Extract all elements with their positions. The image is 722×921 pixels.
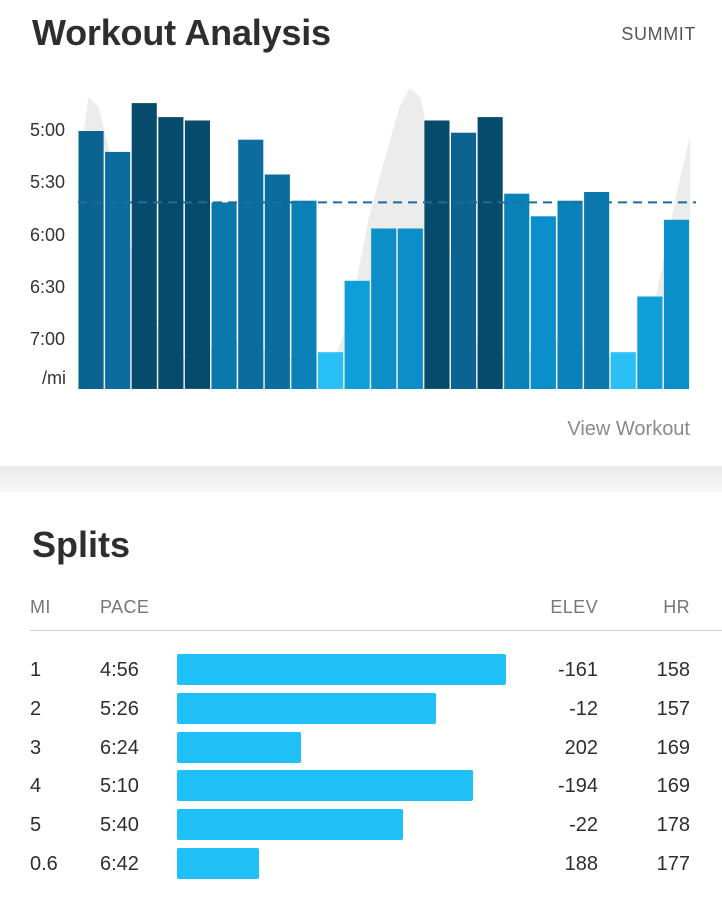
col-header-pace: PACE — [100, 597, 150, 617]
pace-bar — [663, 219, 689, 389]
split-pace: 5:40 — [100, 814, 139, 837]
pace-bar — [610, 352, 636, 389]
section-divider — [0, 466, 722, 492]
split-elevation: 202 — [564, 736, 598, 759]
split-pace-bar — [177, 731, 301, 763]
split-pace-bar — [177, 692, 436, 724]
split-row[interactable]: 0.6 6:42 188 177 — [0, 847, 722, 883]
col-header-hr: HR — [663, 597, 690, 617]
split-row[interactable]: 4 5:10 -194 169 — [0, 769, 722, 805]
split-mile: 3 — [30, 736, 42, 759]
pace-bar — [530, 216, 556, 389]
pace-bar — [211, 202, 237, 389]
y-tick-label: 5:30 — [30, 172, 66, 193]
pace-bar — [584, 192, 610, 389]
pace-bar — [371, 228, 397, 389]
pace-bar — [238, 139, 264, 389]
pace-bar — [477, 117, 503, 389]
split-heart-rate: 157 — [656, 697, 690, 720]
header-divider — [30, 630, 722, 631]
split-elevation: -194 — [557, 775, 598, 798]
split-pace: 6:24 — [100, 736, 139, 759]
pace-bar — [504, 193, 530, 389]
split-elevation: 188 — [564, 853, 598, 875]
y-tick-label: 5:00 — [30, 120, 66, 140]
page-title: Workout Analysis — [32, 12, 331, 53]
split-mile: 4 — [30, 775, 42, 798]
split-pace: 5:10 — [100, 775, 139, 798]
split-pace-bar — [177, 770, 473, 802]
split-heart-rate: 169 — [656, 775, 690, 798]
split-mile: 2 — [30, 697, 42, 720]
pace-bar — [451, 132, 477, 389]
split-elevation: -12 — [569, 697, 598, 720]
split-pace: 6:42 — [100, 853, 139, 875]
y-tick-label: 6:30 — [30, 276, 66, 297]
workout-analysis-section: Workout Analysis SUMMIT 5:00 5:30 6:00 6:30… — [30, 12, 696, 440]
pace-bar — [78, 131, 104, 389]
split-pace: 5:26 — [100, 697, 139, 720]
pace-bar — [424, 120, 450, 389]
col-header-mi: MI — [30, 597, 51, 617]
split-row[interactable]: 3 6:24 202 169 — [0, 731, 722, 767]
pace-bar — [637, 296, 663, 389]
split-mile: 5 — [30, 814, 42, 837]
split-mile: 0.6 — [30, 853, 58, 875]
split-row[interactable]: 5 5:40 -22 178 — [0, 808, 722, 844]
y-tick-label: 6:00 — [30, 224, 66, 245]
pace-bar — [318, 352, 344, 389]
pace-bar — [557, 200, 583, 389]
split-pace-bar — [177, 654, 506, 685]
pace-bar — [397, 228, 423, 389]
split-elevation: -161 — [557, 659, 598, 681]
activity-type-label: SUMMIT — [621, 24, 696, 44]
pace-bar — [131, 103, 157, 389]
split-mile: 1 — [30, 659, 42, 681]
split-heart-rate: 177 — [656, 853, 690, 875]
y-unit-label: /mi — [42, 368, 66, 388]
pace-bar — [184, 120, 210, 389]
split-pace-bar — [177, 848, 259, 879]
splits-title: Splits — [32, 524, 131, 565]
pace-chart — [78, 88, 696, 389]
split-heart-rate: 169 — [656, 736, 690, 759]
view-workout-link[interactable]: View Workout — [567, 418, 690, 440]
split-pace-bar — [177, 809, 403, 841]
pace-bar — [105, 151, 131, 389]
split-pace: 4:56 — [100, 659, 139, 681]
pace-bar — [158, 117, 184, 389]
y-tick-label: 7:00 — [30, 329, 66, 349]
col-header-elev: ELEV — [550, 597, 598, 617]
split-heart-rate: 178 — [656, 814, 690, 837]
pace-bar — [344, 280, 370, 389]
split-elevation: -22 — [569, 814, 598, 837]
split-heart-rate: 158 — [656, 659, 690, 681]
split-row[interactable]: 1 4:56 -161 158 — [0, 653, 722, 689]
pace-bar — [264, 174, 290, 389]
pace-bar — [291, 200, 317, 389]
split-row[interactable]: 2 5:26 -12 157 — [0, 692, 722, 728]
